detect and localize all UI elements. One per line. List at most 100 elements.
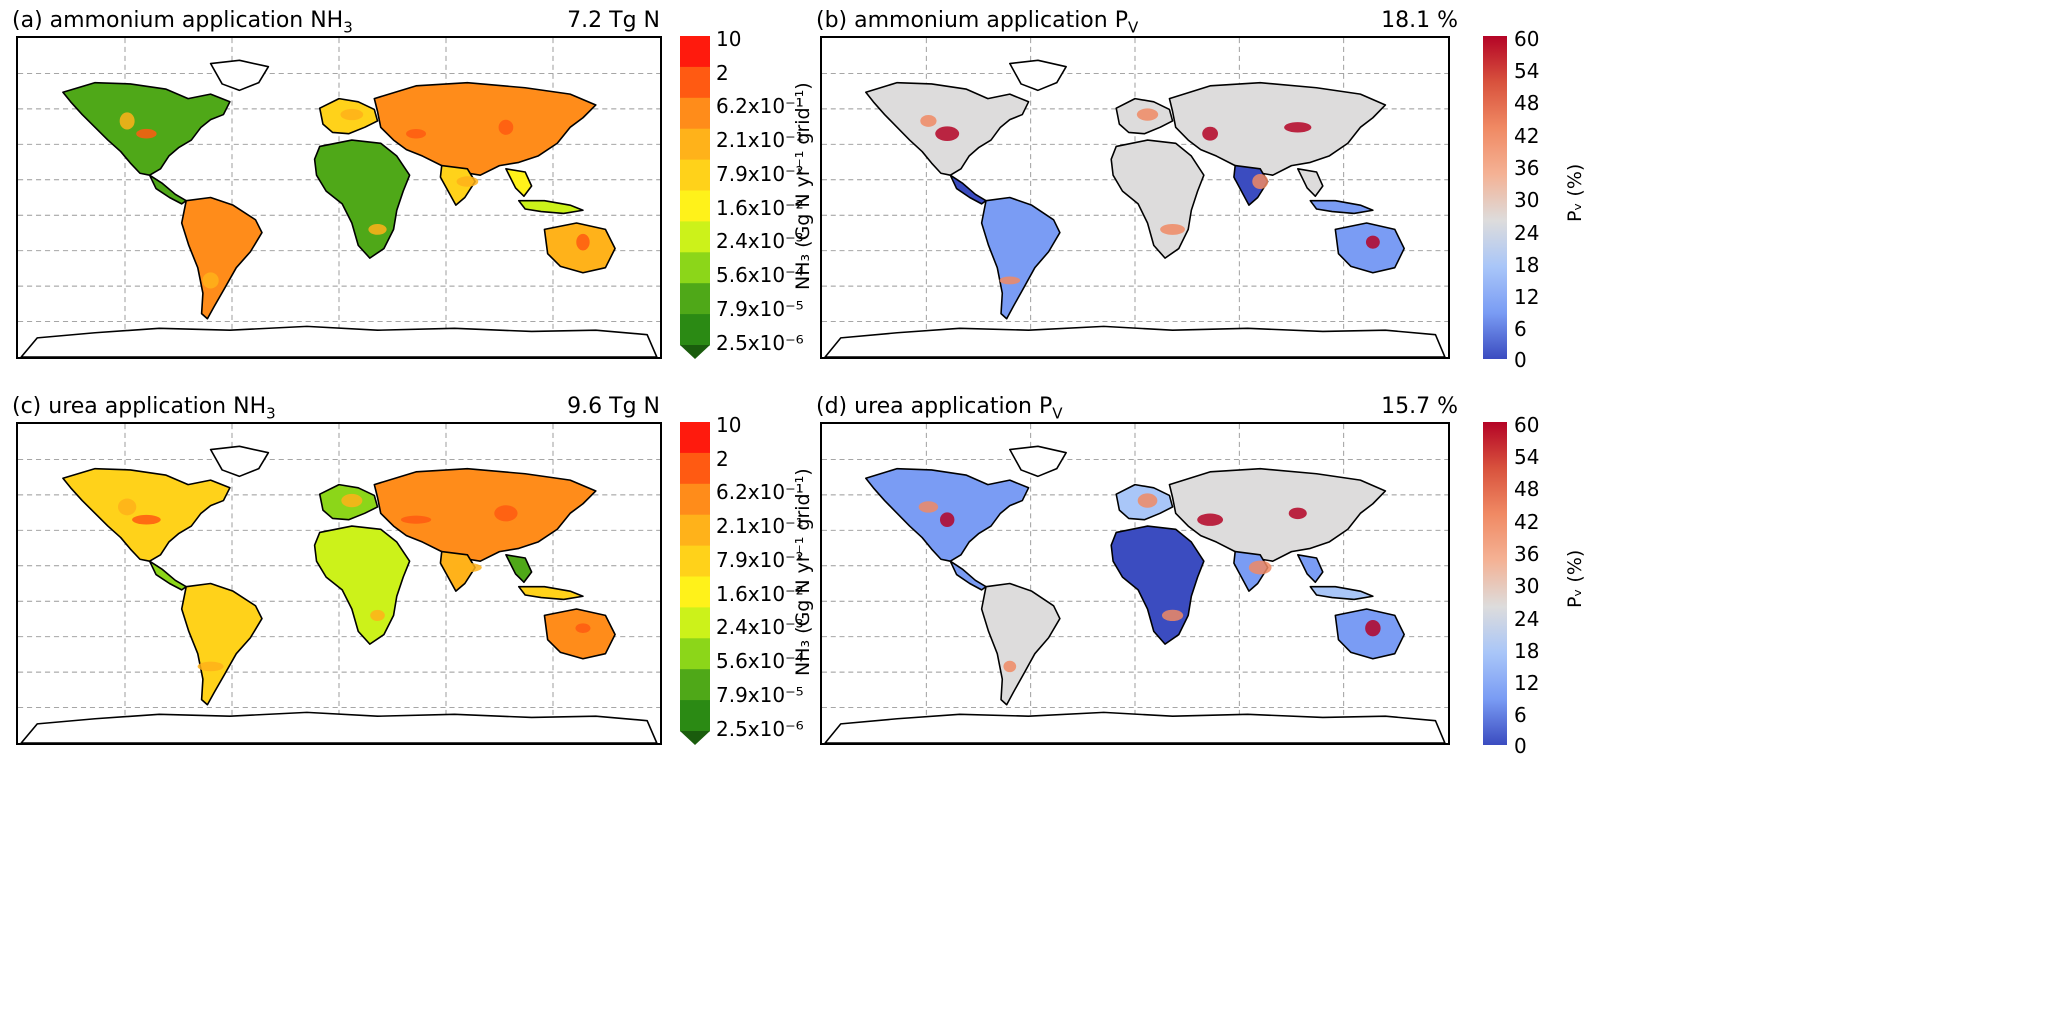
pv-colorbar-bottom <box>1483 422 1507 745</box>
colorbar-gradient <box>1483 36 1507 359</box>
colorbar-segment <box>680 36 710 68</box>
intensity-hotspot <box>406 128 427 139</box>
intensity-hotspot <box>368 224 387 235</box>
emission-tick-label: 2 <box>716 447 729 471</box>
intensity-hotspot <box>1248 560 1272 575</box>
colorbar-segment <box>680 483 710 516</box>
emission-tick-label: 7.9x10⁻² <box>716 162 804 186</box>
map-graticule-group <box>18 38 660 357</box>
intensity-hotspot <box>1288 507 1307 520</box>
pv-tick-label: 36 <box>1514 542 1540 566</box>
landmass-antarctica <box>20 325 658 357</box>
intensity-hotspot <box>920 114 937 127</box>
pv-tick-label: 60 <box>1514 27 1540 51</box>
pv-tick-label: 54 <box>1514 59 1540 83</box>
pv-colorbar-label: Pᵥ (%) <box>1564 163 1586 222</box>
intensity-hotspot <box>197 661 224 672</box>
landmass-asia <box>373 81 597 176</box>
colorbar-extend-triangle <box>680 731 710 745</box>
emission-tick-label: 2.5x10⁻⁶ <box>716 717 804 741</box>
pv-tick-label: 12 <box>1514 671 1540 695</box>
pv-tick-label: 24 <box>1514 607 1540 631</box>
emission-tick-label: 2.5x10⁻⁶ <box>716 331 804 355</box>
map-graticule-group <box>18 424 660 743</box>
colorbar-segment <box>680 66 710 99</box>
intensity-hotspot <box>453 562 482 573</box>
intensity-hotspot <box>1003 660 1017 673</box>
panel-c-total: 9.6 Tg N <box>567 394 660 419</box>
intensity-hotspot <box>1137 493 1158 508</box>
landmass-africa <box>1110 525 1205 645</box>
landmass-south-america <box>980 196 1061 320</box>
landmass-africa <box>313 139 411 259</box>
colorbar-segment <box>680 128 710 161</box>
emission-tick-label: 5.6x10⁻⁴ <box>716 263 804 287</box>
map-panel-d <box>820 422 1450 745</box>
landmass-greenland <box>209 59 270 92</box>
landmass-south-america <box>180 196 263 320</box>
map-graticule-group <box>822 424 1448 743</box>
emission-colorbar-label: NH₃ (Gg N yr⁻¹ grid⁻¹) <box>792 468 814 676</box>
landmass-africa <box>313 525 411 645</box>
map-graticule-group <box>822 38 1448 357</box>
intensity-hotspot <box>341 493 363 508</box>
colorbar-segment <box>680 700 710 732</box>
landmass-greenland <box>209 445 270 478</box>
intensity-hotspot <box>202 272 219 289</box>
intensity-hotspot <box>1202 126 1218 141</box>
landmass-india <box>439 164 476 206</box>
colorbar-segment <box>680 545 710 577</box>
landmass-indonesia <box>1309 199 1374 215</box>
intensity-hotspot <box>119 112 135 130</box>
landmass-asia <box>373 467 597 562</box>
pv-tick-label: 48 <box>1514 477 1540 501</box>
intensity-hotspot <box>370 609 385 621</box>
landmass-north-america <box>62 467 231 562</box>
emission-tick-label: 7.9x10⁻² <box>716 548 804 572</box>
intensity-hotspot <box>456 176 479 187</box>
intensity-hotspot <box>498 119 514 135</box>
pv-tick-label: 18 <box>1514 253 1540 277</box>
intensity-hotspot <box>1365 235 1380 249</box>
panel-d-total: 15.7 % <box>1381 394 1458 419</box>
colorbar-segment <box>680 607 710 639</box>
emission-tick-label: 10 <box>716 413 742 437</box>
intensity-hotspot <box>576 233 590 251</box>
colorbar-gradient <box>1483 422 1507 745</box>
landmass-se-asia <box>1296 167 1324 198</box>
pv-tick-label: 36 <box>1514 156 1540 180</box>
landmass-central-america <box>148 174 188 205</box>
landmass-africa <box>1110 139 1205 259</box>
colorbar-extend-triangle <box>680 345 710 359</box>
emission-tick-label: 5.6x10⁻⁴ <box>716 649 804 673</box>
landmass-north-america <box>62 81 231 176</box>
panel-c-title: (c) urea application NH3 <box>12 394 276 423</box>
colorbar-segment <box>680 190 710 222</box>
emission-colorbar-top <box>680 36 710 359</box>
emission-tick-label: 7.9x10⁻⁵ <box>716 683 804 707</box>
emission-tick-label: 2 <box>716 61 729 85</box>
colorbar-segment <box>680 283 710 315</box>
intensity-hotspot <box>132 514 161 525</box>
landmass-central-america <box>949 174 987 205</box>
pv-tick-label: 0 <box>1514 348 1527 372</box>
landmass-indonesia <box>517 585 584 601</box>
emission-tick-label: 7.9x10⁻⁵ <box>716 297 804 321</box>
landmass-se-asia <box>505 167 533 198</box>
panel-b-title: (b) ammonium application PV <box>816 8 1139 37</box>
intensity-hotspot <box>136 128 157 139</box>
intensity-hotspot <box>1160 223 1185 235</box>
panel-d-title: (d) urea application PV <box>816 394 1063 423</box>
intensity-hotspot <box>1136 108 1159 121</box>
intensity-hotspot <box>999 276 1021 285</box>
pv-tick-label: 30 <box>1514 574 1540 598</box>
intensity-hotspot <box>935 126 960 142</box>
landmass-indonesia <box>517 199 584 215</box>
colorbar-segment <box>680 221 710 253</box>
pv-tick-label: 42 <box>1514 510 1540 534</box>
map-panel-b <box>820 36 1450 359</box>
landmass-australia <box>543 608 616 660</box>
pv-tick-label: 6 <box>1514 703 1527 727</box>
landmass-india <box>439 550 476 592</box>
pv-tick-label: 18 <box>1514 639 1540 663</box>
